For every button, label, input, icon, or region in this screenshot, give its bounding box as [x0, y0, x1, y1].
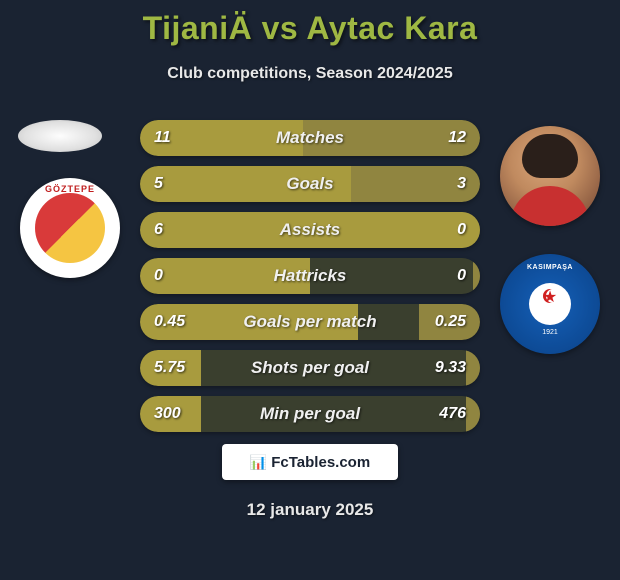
player-right-avatar	[500, 126, 600, 226]
stat-value-right: 3	[457, 166, 466, 202]
stats-bars: Matches1112Goals53Assists60Hattricks00Go…	[140, 120, 480, 442]
stat-value-left: 6	[154, 212, 163, 248]
stat-value-left: 5.75	[154, 350, 185, 386]
stat-label: Min per goal	[140, 396, 480, 432]
stat-label: Goals per match	[140, 304, 480, 340]
stat-value-left: 11	[154, 120, 171, 156]
club-name-right: KASIMPAŞA	[500, 264, 600, 271]
stat-row: Shots per goal5.75 9.33	[140, 350, 480, 386]
player-left-avatar	[18, 120, 102, 152]
club-crest-left	[35, 193, 105, 263]
stat-value-right: 12	[448, 120, 466, 156]
stat-row: Matches11 12	[140, 120, 480, 156]
stat-value-right: 0	[457, 212, 466, 248]
stat-label: Shots per goal	[140, 350, 480, 386]
stat-value-left: 0.45	[154, 304, 185, 340]
chart-icon: 📊	[250, 454, 267, 471]
club-crest-right: ★	[529, 283, 571, 325]
stat-value-right: 0	[457, 258, 466, 294]
stat-value-right: 0.25	[435, 304, 466, 340]
player-right-club-badge: KASIMPAŞA ★ 1921	[500, 254, 600, 354]
stat-row: Min per goal300 476	[140, 396, 480, 432]
stat-row: Hattricks0 0	[140, 258, 480, 294]
club-year-right: 1921	[500, 329, 600, 336]
stat-row: Goals per match0.45 0.25	[140, 304, 480, 340]
site-logo[interactable]: 📊 FcTables.com	[222, 444, 398, 480]
stat-value-right: 9.33	[435, 350, 466, 386]
star-icon: ★	[543, 287, 557, 307]
logo-text: FcTables.com	[271, 454, 370, 471]
stat-value-left: 5	[154, 166, 163, 202]
stat-row: Assists6 0	[140, 212, 480, 248]
stat-label: Assists	[140, 212, 480, 248]
stat-value-left: 0	[154, 258, 163, 294]
stat-row: Goals5 3	[140, 166, 480, 202]
snapshot-date: 12 january 2025	[0, 500, 620, 520]
comparison-title: TijaniÄ vs Aytac Kara	[0, 0, 620, 47]
player-left-club-badge: GÖZTEPE	[20, 178, 120, 278]
comparison-subtitle: Club competitions, Season 2024/2025	[0, 65, 620, 83]
stat-label: Goals	[140, 166, 480, 202]
stat-label: Matches	[140, 120, 480, 156]
stat-value-left: 300	[154, 396, 181, 432]
stat-label: Hattricks	[140, 258, 480, 294]
stat-value-right: 476	[439, 396, 466, 432]
